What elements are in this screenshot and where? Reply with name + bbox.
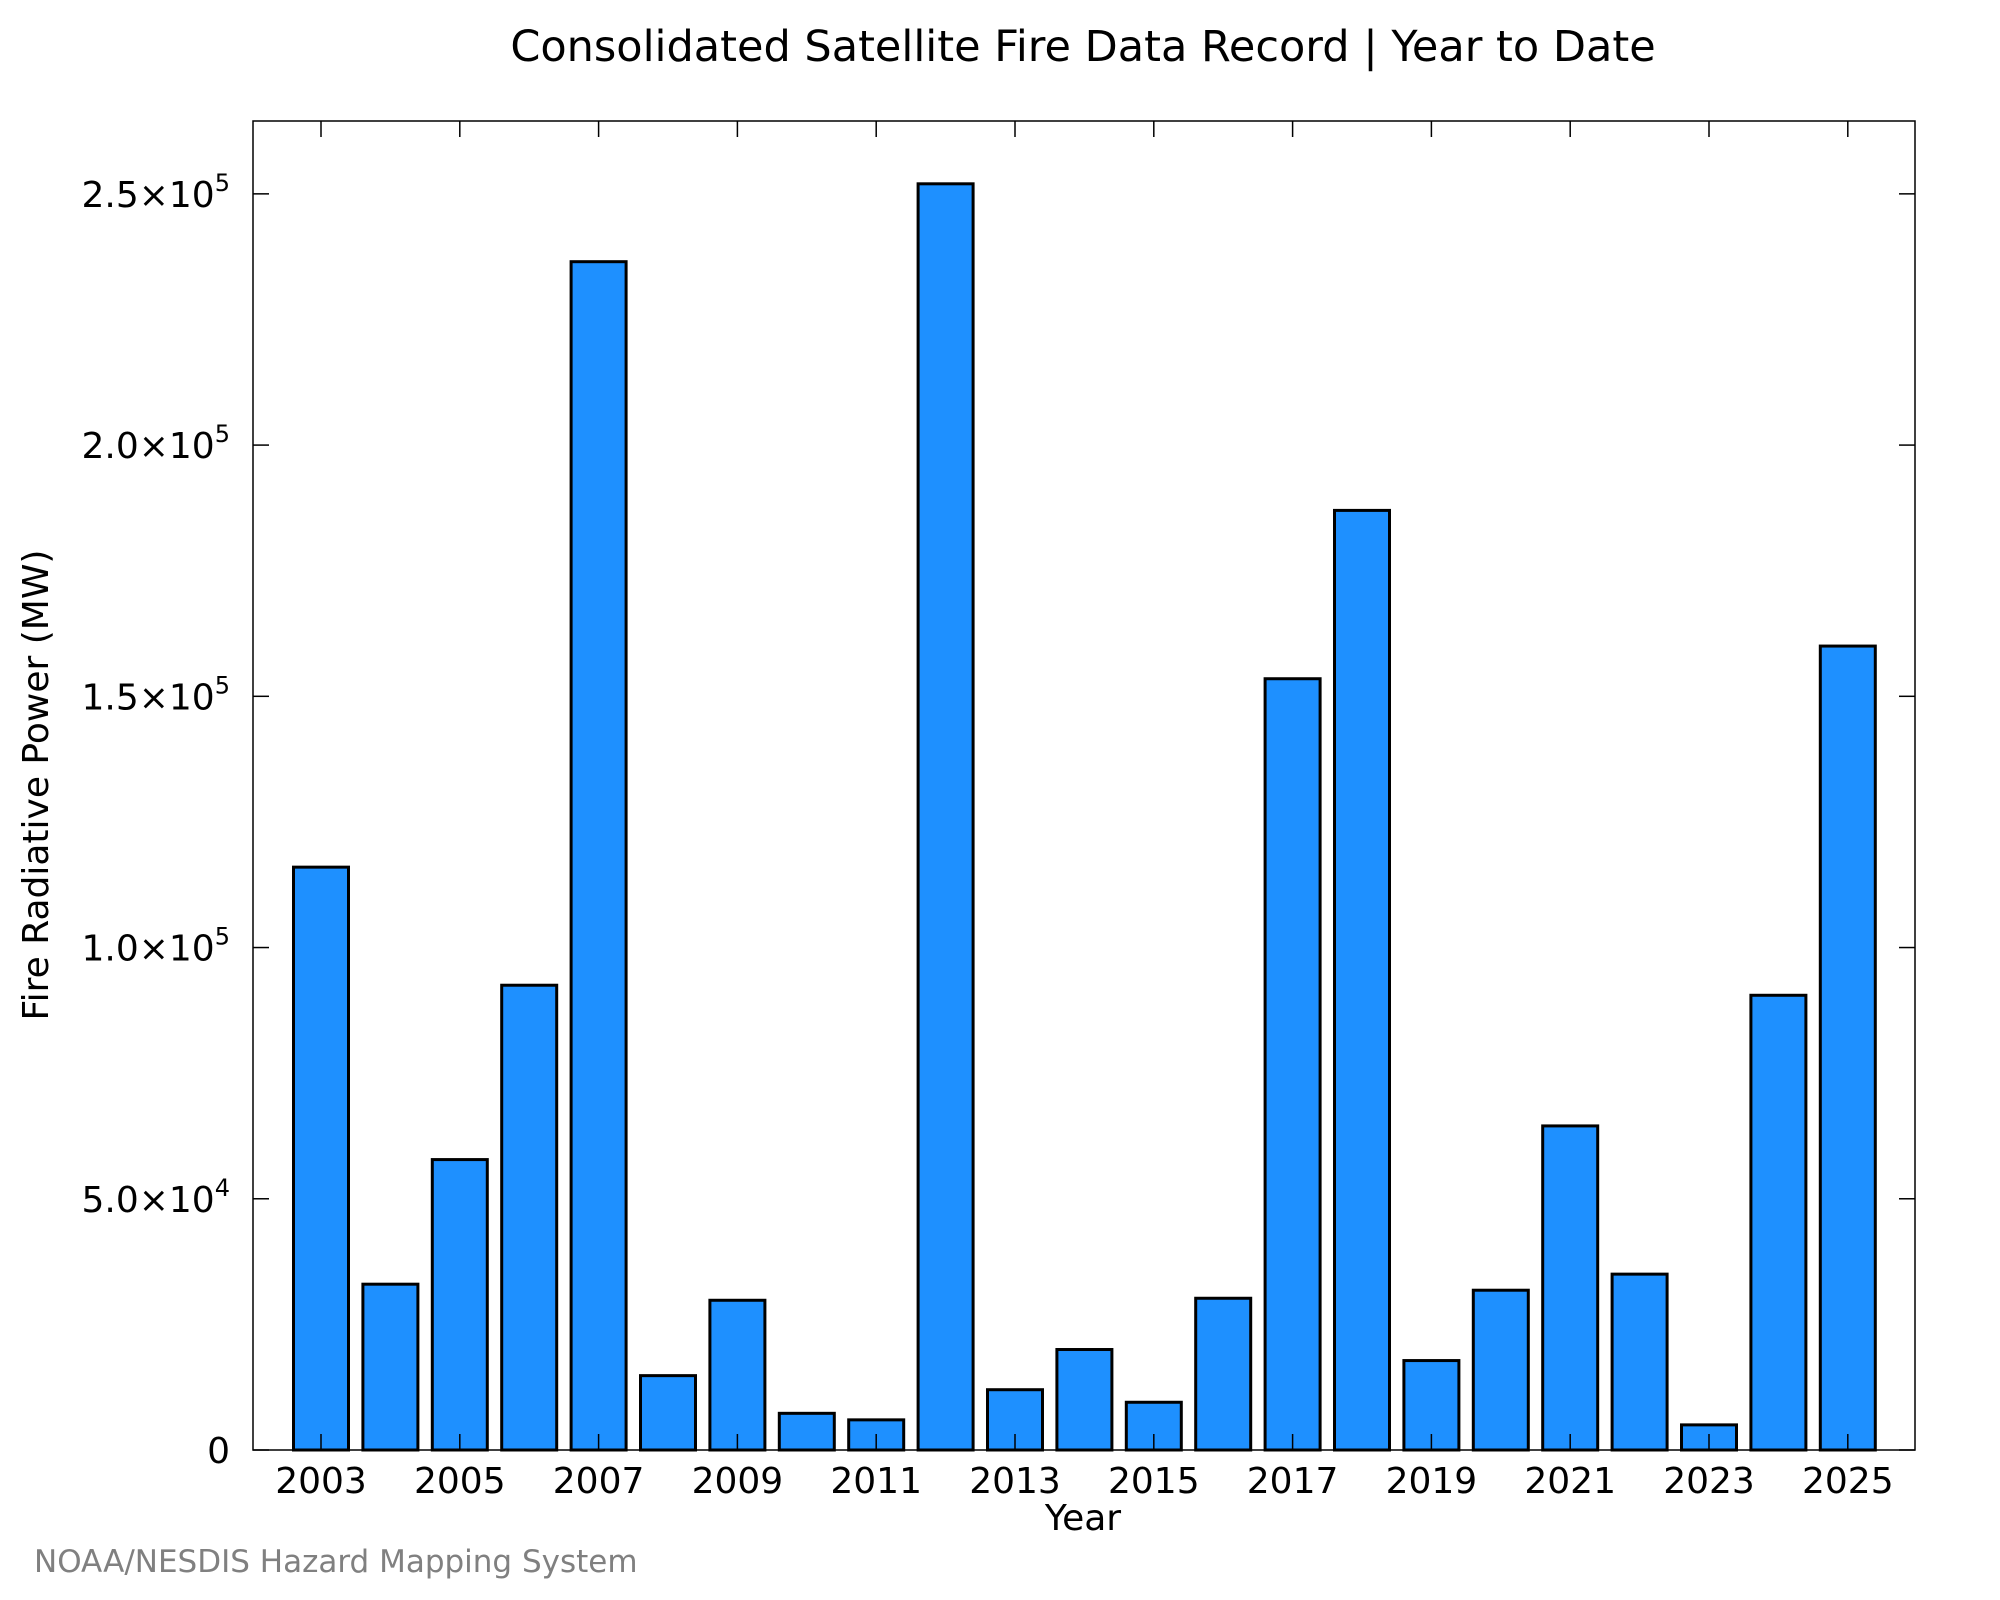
bar-2010 (777, 1411, 836, 1452)
bar-2020 (1471, 1288, 1530, 1452)
x-tick-label: 2011 (830, 1461, 922, 1502)
y-tick-label: 0 (207, 1431, 230, 1472)
x-tick-label: 2009 (692, 1461, 784, 1502)
bar-2024 (1749, 993, 1808, 1452)
x-tick-label: 2003 (275, 1461, 367, 1502)
y-tick-labels: 0 5.0×104 1.0×105 1.5×105 2.0×105 2.5×105 (81, 169, 230, 1472)
y-tick-label: 2.0×105 (81, 420, 230, 467)
bar-2003 (292, 865, 350, 1452)
bar-2021 (1541, 1124, 1600, 1452)
bars-layer (292, 182, 1877, 1452)
bar-2017 (1263, 677, 1322, 1452)
x-tick-label: 2019 (1386, 1461, 1478, 1502)
x-tick-label: 2021 (1524, 1461, 1616, 1502)
y-tick-label: 2.5×105 (81, 169, 230, 216)
y-tick-label: 5.0×104 (81, 1174, 230, 1221)
bar-2014 (1055, 1348, 1114, 1452)
bar-2012 (916, 182, 975, 1452)
bar-2007 (569, 260, 628, 1452)
x-axis-label: Year (1044, 1498, 1121, 1539)
bar-2006 (500, 983, 559, 1452)
bar-2025 (1818, 644, 1877, 1452)
bar-2016 (1194, 1296, 1253, 1452)
y-axis-label: Fire Radiative Power (MW) (16, 550, 57, 1021)
y-tick-label: 1.0×105 (81, 923, 230, 970)
bar-2009 (708, 1298, 767, 1452)
credit-text: NOAA/NESDIS Hazard Mapping System (34, 1544, 638, 1580)
x-tick-labels: 2003 2005 2007 2009 2011 2013 2015 2017 2019 2021… (275, 1461, 1893, 1502)
ticks-layer (253, 121, 1915, 1451)
x-tick-label: 2015 (1108, 1461, 1200, 1502)
bar-2004 (361, 1282, 420, 1452)
x-tick-label: 2005 (414, 1461, 506, 1502)
x-tick-label: 2025 (1802, 1461, 1894, 1502)
chart-title: Consolidated Satellite Fire Data Record … (510, 22, 1655, 72)
plot-frame (252, 120, 1916, 1451)
bar-2018 (1333, 508, 1391, 1452)
x-tick-label: 2017 (1247, 1461, 1339, 1502)
x-tick-label: 2007 (553, 1461, 645, 1502)
bar-2005 (430, 1158, 489, 1452)
bar-2008 (639, 1374, 697, 1452)
x-tick-label: 2023 (1663, 1461, 1755, 1502)
bar-2022 (1610, 1272, 1669, 1452)
y-tick-label: 1.5×105 (81, 671, 230, 718)
x-tick-label: 2013 (969, 1461, 1061, 1502)
